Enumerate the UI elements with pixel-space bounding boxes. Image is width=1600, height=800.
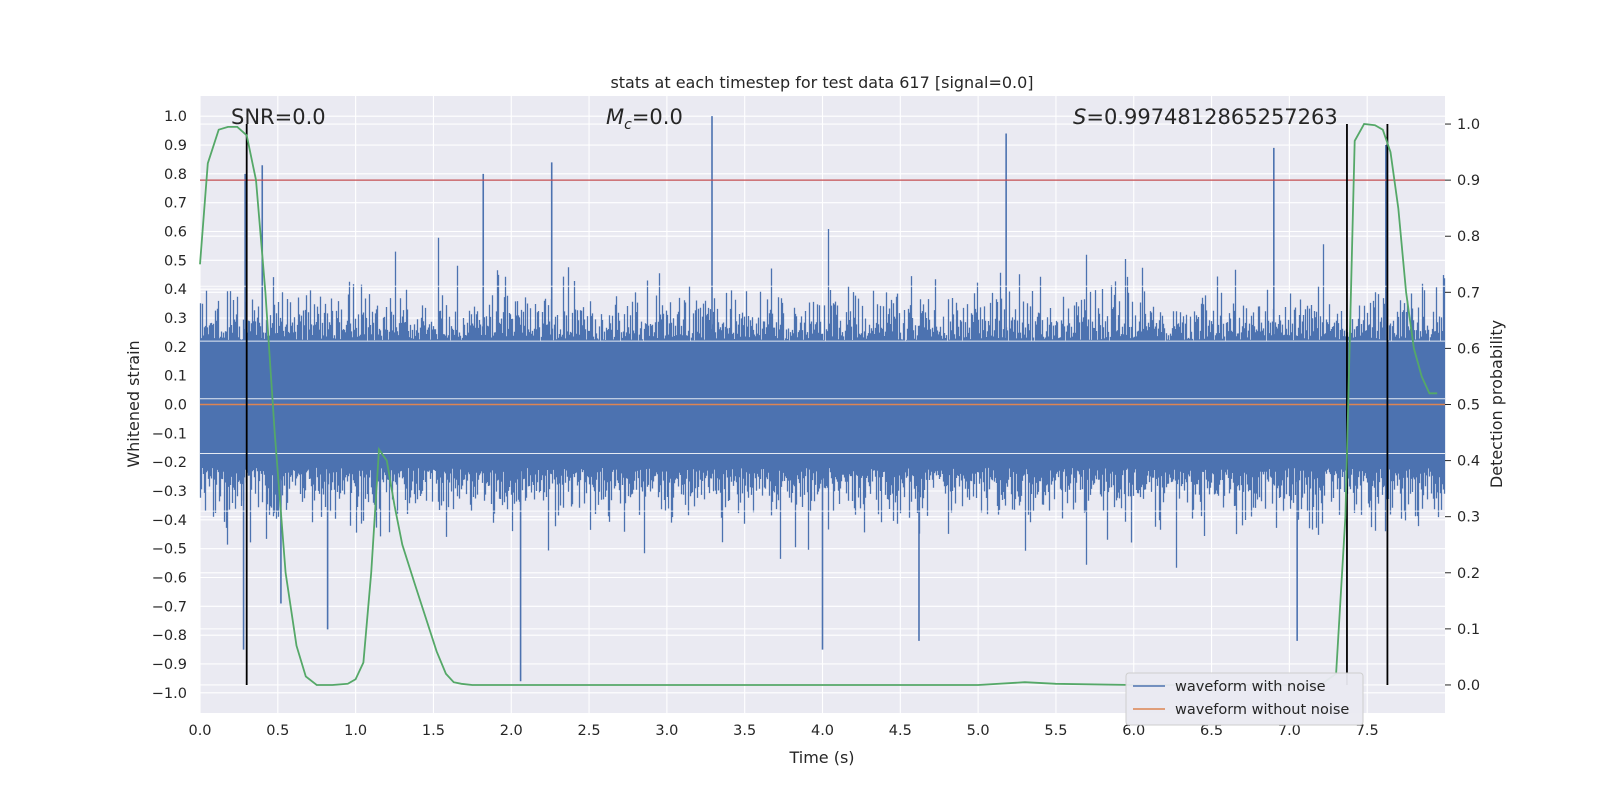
x-tick-label: 0.0 <box>188 723 211 739</box>
mc-annotation: Mc=0.0 <box>606 105 683 133</box>
y-tick-label: −1.0 <box>152 686 187 702</box>
y2-tick-label: 0.2 <box>1457 566 1480 582</box>
y-tick-label: 0.6 <box>164 225 187 241</box>
y2-tick-label: 0.8 <box>1457 229 1480 245</box>
y-axis-label: Whitened strain <box>124 340 143 467</box>
y-tick-label: −0.1 <box>152 426 187 442</box>
y2-tick-label: 0.7 <box>1457 285 1480 301</box>
x-tick-label: 7.5 <box>1356 723 1379 739</box>
x-tick-label: 4.5 <box>889 723 912 739</box>
x-tick-label: 1.0 <box>344 723 367 739</box>
snr-annotation: SNR=0.0 <box>231 105 326 129</box>
y2-tick-label: 0.3 <box>1457 510 1480 526</box>
axis-ticks: 0.0 0.5 1.0 1.5 2.0 2.5 3.0 3.5 4.0 4.5 5.0 5.5 6.0 6… <box>152 109 1480 739</box>
x-tick-label: 5.5 <box>1044 723 1067 739</box>
noise-waveform-body <box>199 229 1446 568</box>
y-tick-label: 0.8 <box>164 167 187 183</box>
y2-tick-label: 1.0 <box>1457 117 1480 133</box>
legend-box <box>1125 672 1364 726</box>
x-tick-label: 2.0 <box>500 723 523 739</box>
y-tick-label: 0.4 <box>164 282 187 298</box>
y-tick-label: 0.0 <box>164 398 187 414</box>
y-tick-label: −0.2 <box>152 455 187 471</box>
detection-probability-series <box>199 123 1438 686</box>
mc-value: =0.0 <box>632 105 683 129</box>
legend-label-noise: waveform with noise <box>1175 679 1326 695</box>
x-tick-label: 0.5 <box>266 723 289 739</box>
y-tick-label: −0.4 <box>152 513 187 529</box>
x-tick-label: 3.0 <box>655 723 678 739</box>
y-tick-label: −0.5 <box>152 542 187 558</box>
s-annotation: S=0.9974812865257263 <box>1073 105 1338 129</box>
y-tick-label: −0.3 <box>152 484 187 500</box>
y-tick-label: 0.3 <box>164 311 187 327</box>
y-tick-label: 0.9 <box>164 138 187 154</box>
y-tick-label: 0.2 <box>164 340 187 356</box>
x-tick-label: 1.5 <box>422 723 445 739</box>
y-tick-label: −0.6 <box>152 570 187 586</box>
probability-line <box>199 123 1438 686</box>
x-tick-label: 4.0 <box>811 723 834 739</box>
s-symbol: S <box>1073 105 1086 129</box>
x-tick-label: 2.5 <box>578 723 601 739</box>
x-axis-label: Time (s) <box>788 748 854 767</box>
x-tick-label: 6.5 <box>1200 723 1223 739</box>
y-tick-label: −0.7 <box>152 599 187 615</box>
x-tick-label: 6.0 <box>1122 723 1145 739</box>
x-tick-label: 3.5 <box>733 723 756 739</box>
y2-axis-label: Detection probability <box>1487 320 1506 488</box>
y2-tick-label: 0.1 <box>1457 622 1480 638</box>
chart-title: stats at each timestep for test data 617… <box>610 73 1033 92</box>
x-tick-label: 7.0 <box>1278 723 1301 739</box>
s-value: =0.9974812865257263 <box>1086 105 1337 129</box>
waveform-with-noise-series <box>199 116 1446 682</box>
legend-label-clean: waveform without noise <box>1175 702 1349 718</box>
legend: waveform with noise waveform without noi… <box>1125 672 1364 726</box>
y-tick-label: 0.5 <box>164 253 187 269</box>
y-tick-label: 1.0 <box>164 109 187 125</box>
y2-tick-label: 0.4 <box>1457 454 1480 470</box>
overlay-lines <box>200 124 1445 685</box>
y-tick-label: 0.1 <box>164 369 187 385</box>
mc-symbol: M <box>606 105 624 129</box>
y-tick-label: −0.8 <box>152 628 187 644</box>
y2-tick-label: 0.6 <box>1457 341 1480 357</box>
mc-subscript: c <box>624 117 632 133</box>
y2-tick-label: 0.0 <box>1457 678 1480 694</box>
y2-tick-label: 0.9 <box>1457 173 1480 189</box>
y-tick-label: −0.9 <box>152 657 187 673</box>
y-tick-label: 0.7 <box>164 196 187 212</box>
y2-tick-label: 0.5 <box>1457 398 1480 414</box>
x-tick-label: 5.0 <box>967 723 990 739</box>
